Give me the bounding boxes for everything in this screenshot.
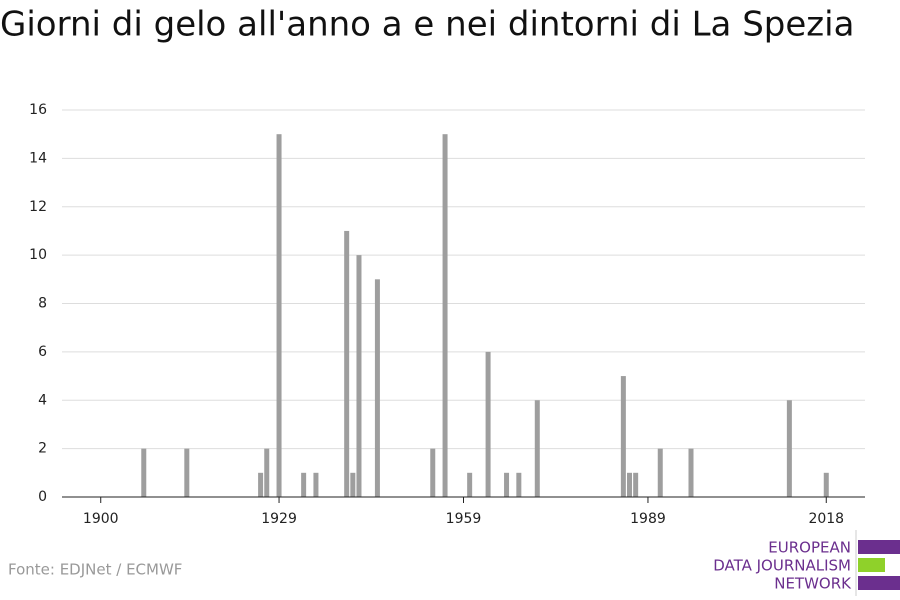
y-tick-label: 0 bbox=[38, 489, 47, 505]
bar bbox=[184, 448, 190, 497]
x-tick-label: 2018 bbox=[808, 511, 844, 527]
bar bbox=[356, 255, 362, 497]
logo-bar bbox=[858, 558, 885, 572]
x-tick-label: 1959 bbox=[446, 511, 482, 527]
y-tick-label: 2 bbox=[38, 441, 47, 457]
x-tick-label: 1900 bbox=[83, 511, 119, 527]
logo-bar bbox=[858, 576, 900, 590]
x-tick-label: 1929 bbox=[261, 511, 297, 527]
bar bbox=[430, 448, 436, 497]
bar bbox=[823, 472, 829, 497]
bar bbox=[516, 472, 522, 497]
bar bbox=[534, 400, 540, 497]
bar bbox=[504, 472, 510, 497]
y-tick-label: 16 bbox=[29, 102, 47, 118]
logo-bar bbox=[858, 540, 900, 554]
y-tick-label: 4 bbox=[38, 392, 47, 408]
bar bbox=[374, 279, 380, 497]
y-tick-label: 8 bbox=[38, 296, 47, 312]
y-tick-label: 6 bbox=[38, 344, 47, 360]
bar bbox=[657, 448, 663, 497]
x-tick-label: 1989 bbox=[630, 511, 666, 527]
logo-text: EUROPEAN bbox=[768, 539, 851, 557]
y-tick-label: 14 bbox=[29, 150, 47, 166]
source: Fonte: EDJNet / ECMWF bbox=[8, 561, 182, 579]
bar bbox=[620, 376, 626, 497]
bar bbox=[344, 230, 350, 497]
bar bbox=[467, 472, 473, 497]
bar bbox=[313, 472, 319, 497]
bar bbox=[258, 472, 264, 497]
chart-title: Giorni di gelo all'anno a e nei dintorni… bbox=[0, 5, 854, 45]
bar bbox=[141, 448, 147, 497]
bar bbox=[350, 472, 356, 497]
bar bbox=[301, 472, 307, 497]
y-tick-label: 12 bbox=[29, 199, 47, 215]
bar bbox=[688, 448, 694, 497]
y-tick-label: 10 bbox=[29, 247, 47, 263]
bar bbox=[264, 448, 270, 497]
bar bbox=[276, 134, 282, 497]
logo-text: DATA JOURNALISM bbox=[713, 557, 851, 575]
bar bbox=[485, 351, 491, 497]
bar bbox=[627, 472, 633, 497]
bar bbox=[633, 472, 639, 497]
logo-text: NETWORK bbox=[774, 575, 852, 593]
bar bbox=[442, 134, 448, 497]
bar bbox=[786, 400, 792, 497]
